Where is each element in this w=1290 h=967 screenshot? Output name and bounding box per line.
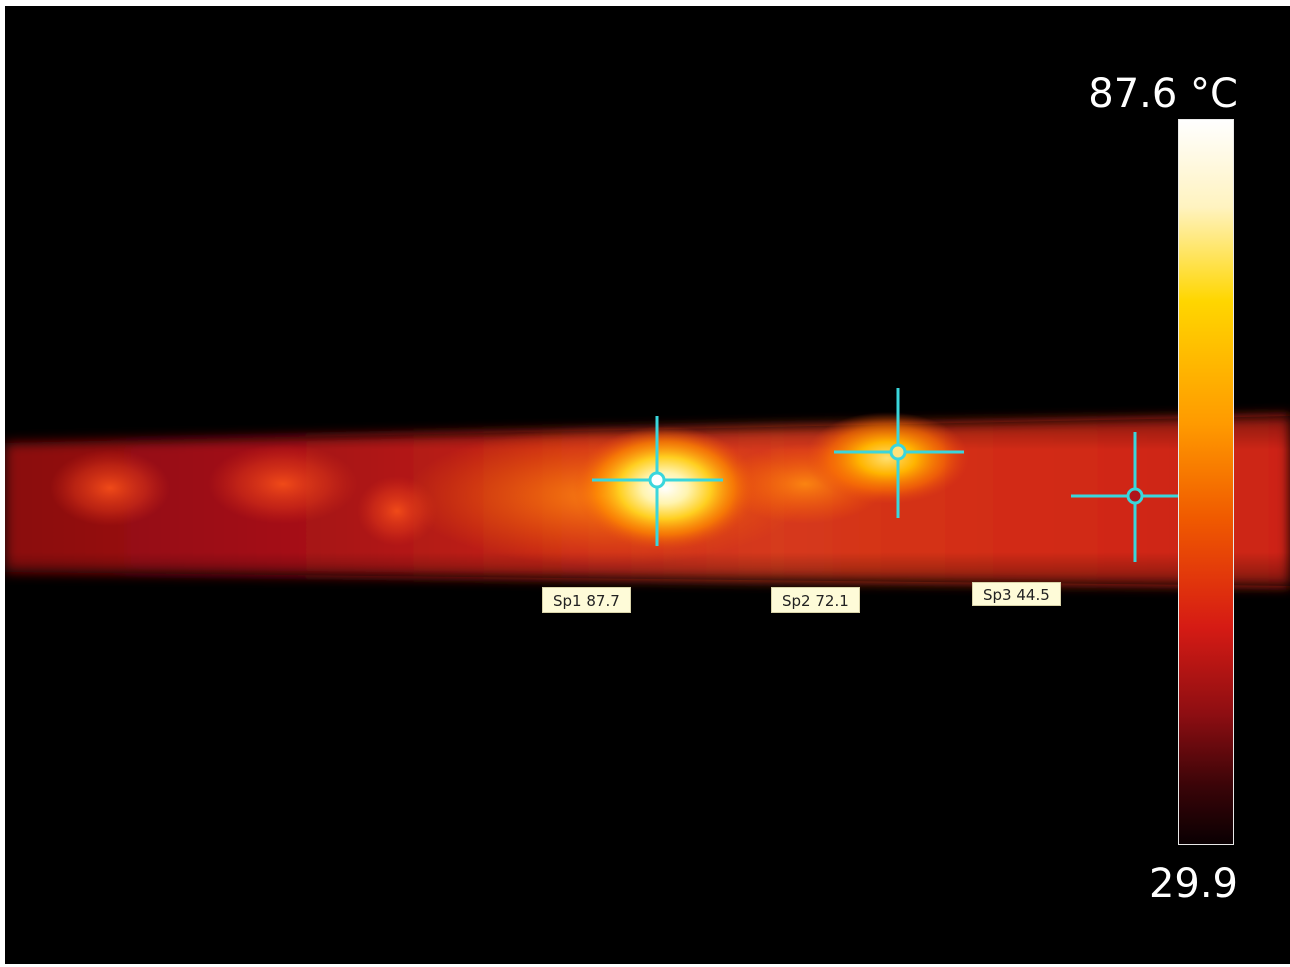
thermal-image: Sp1 87.7 Sp2 72.1 Sp3 44.5 — [5, 6, 1290, 964]
color-scale-bar — [1178, 119, 1234, 845]
spot-label-sp3: Sp3 44.5 — [972, 582, 1061, 606]
spot-label-sp2: Sp2 72.1 — [771, 587, 860, 613]
scale-max-label: 87.6 °C — [1088, 71, 1238, 117]
thermal-scene — [5, 388, 1290, 586]
spot-label-sp1: Sp1 87.7 — [542, 587, 631, 613]
hot-spot-1 — [573, 426, 757, 550]
hot-spot-2 — [805, 412, 969, 504]
spot-cursor-sp1[interactable] — [592, 416, 723, 546]
spot-cursor-sp3[interactable] — [1071, 432, 1183, 562]
scale-min-label: 29.9 — [1148, 861, 1238, 907]
spot-cursor-sp2[interactable] — [834, 388, 964, 518]
